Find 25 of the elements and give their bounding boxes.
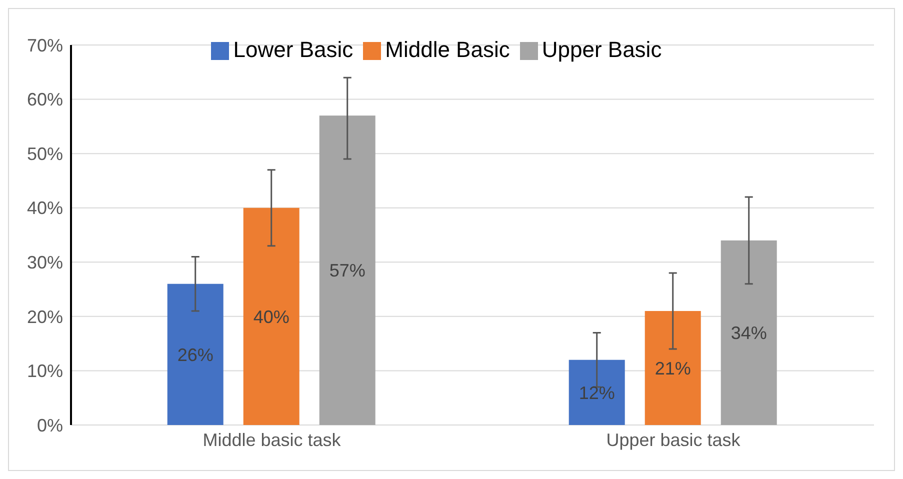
data-label: 21% <box>654 358 691 378</box>
y-tick-label: 0% <box>36 415 63 436</box>
y-tick-label: 20% <box>26 306 63 327</box>
legend-label: Middle Basic <box>385 37 510 62</box>
x-tick-label: Middle basic task <box>202 430 342 450</box>
data-label: 40% <box>253 306 290 327</box>
bar <box>167 284 224 425</box>
legend-label: Lower Basic <box>233 37 354 62</box>
y-tick-label: 70% <box>26 35 63 56</box>
bar <box>720 240 777 425</box>
y-tick-label: 60% <box>26 90 63 110</box>
y-tick-label: 40% <box>26 198 63 218</box>
data-label: 57% <box>329 260 366 281</box>
data-label: 12% <box>578 382 615 403</box>
bar <box>568 360 625 425</box>
x-tick-label: Upper basic task <box>606 430 742 450</box>
data-label: 34% <box>730 323 767 344</box>
y-tick-label: 50% <box>26 144 63 164</box>
data-label: 26% <box>177 344 214 365</box>
bar <box>319 116 376 425</box>
y-tick-label: 10% <box>26 361 63 382</box>
legend-label: Upper Basic <box>542 37 662 62</box>
bar <box>243 208 300 425</box>
y-tick-label: 30% <box>26 252 63 273</box>
bar <box>644 311 701 425</box>
